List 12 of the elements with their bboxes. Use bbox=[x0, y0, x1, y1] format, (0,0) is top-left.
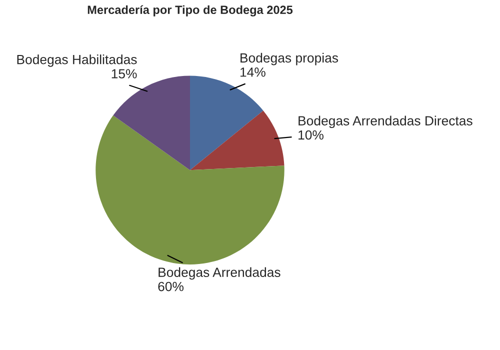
pie-slice bbox=[190, 110, 284, 170]
pie-slice bbox=[96, 115, 284, 264]
slice-label: Bodegas Arrendadas bbox=[158, 267, 280, 280]
slice-label: Bodegas Arrendadas Directas bbox=[298, 116, 472, 128]
data-label: 15% bbox=[112, 69, 137, 78]
slice-label: Bodegas Habilitadas bbox=[17, 54, 137, 67]
pie-slice bbox=[190, 76, 264, 170]
data-label: 10% bbox=[298, 130, 324, 140]
slice-label: Bodegas propias bbox=[240, 52, 338, 66]
data-label: 14% bbox=[240, 68, 266, 77]
chart-title: Mercadería por Tipo de Bodega 2025 bbox=[88, 5, 293, 16]
data-label: 60% bbox=[158, 282, 184, 292]
